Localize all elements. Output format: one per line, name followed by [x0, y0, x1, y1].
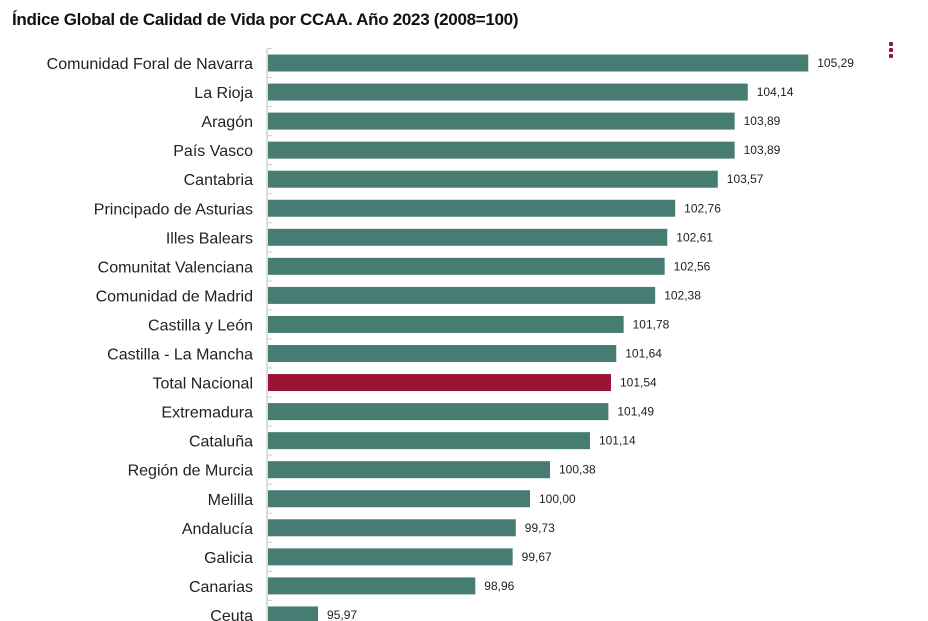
bar [268, 461, 550, 479]
data-label: 101,64 [625, 347, 662, 361]
data-label: 102,56 [674, 259, 711, 273]
category-label: La Rioja [194, 85, 253, 102]
data-label: 102,61 [676, 230, 713, 244]
bar [268, 54, 809, 72]
data-label: 103,89 [744, 143, 781, 157]
category-label: Aragón [201, 114, 253, 131]
bar [268, 606, 319, 621]
bar [268, 490, 530, 508]
bar [268, 345, 617, 362]
data-label: 101,14 [599, 434, 636, 448]
bar [268, 228, 668, 246]
category-label: Castilla y León [148, 317, 253, 334]
category-label: Principado de Asturias [94, 201, 253, 218]
data-label: 104,14 [757, 85, 794, 99]
bar [268, 519, 516, 537]
category-label: Galicia [204, 550, 253, 567]
data-label: 105,29 [817, 56, 854, 70]
category-label: Total Nacional [153, 376, 254, 393]
data-label: 95,97 [327, 608, 357, 621]
data-label: 99,73 [525, 521, 555, 535]
bar [268, 141, 735, 159]
category-label: Melilla [208, 492, 253, 509]
more-vertical-icon[interactable] [886, 42, 896, 64]
bar [268, 83, 748, 101]
category-label: Ceuta [210, 608, 253, 621]
bar [268, 374, 612, 392]
bar [268, 548, 513, 566]
category-label: País Vasco [173, 143, 253, 160]
category-label: Castilla - La Mancha [107, 347, 253, 364]
bar [268, 112, 735, 130]
category-label: Cantabria [184, 172, 253, 189]
category-label: Comunitat Valenciana [98, 259, 253, 276]
bar [268, 432, 590, 450]
bar [268, 403, 609, 421]
category-label: Comunidad Foral de Navarra [47, 56, 253, 73]
data-label: 100,38 [559, 463, 596, 477]
data-label: 102,76 [684, 201, 721, 215]
bar [268, 199, 676, 217]
category-label: Canarias [189, 579, 253, 596]
category-label: Comunidad de Madrid [96, 288, 253, 305]
data-label: 101,54 [620, 376, 657, 390]
bar [268, 170, 718, 188]
category-label: Extremadura [161, 405, 253, 422]
data-label: 98,96 [484, 579, 514, 593]
data-label: 101,49 [617, 405, 654, 419]
bar [268, 315, 624, 333]
data-label: 103,89 [744, 114, 781, 128]
bar [268, 257, 665, 275]
category-label: Región de Murcia [128, 463, 254, 480]
category-label: Cataluña [189, 434, 253, 451]
category-label: Illes Balears [166, 230, 253, 247]
data-label: 102,38 [664, 288, 701, 302]
category-label: Andalucía [182, 521, 253, 538]
data-label: 100,00 [539, 492, 576, 506]
bar [268, 286, 656, 304]
data-label: 99,67 [522, 550, 552, 564]
chart-title: Índice Global de Calidad de Vida por CCA… [12, 10, 519, 29]
bar [268, 577, 476, 595]
data-label: 103,57 [727, 172, 764, 186]
data-label: 101,78 [633, 317, 670, 331]
